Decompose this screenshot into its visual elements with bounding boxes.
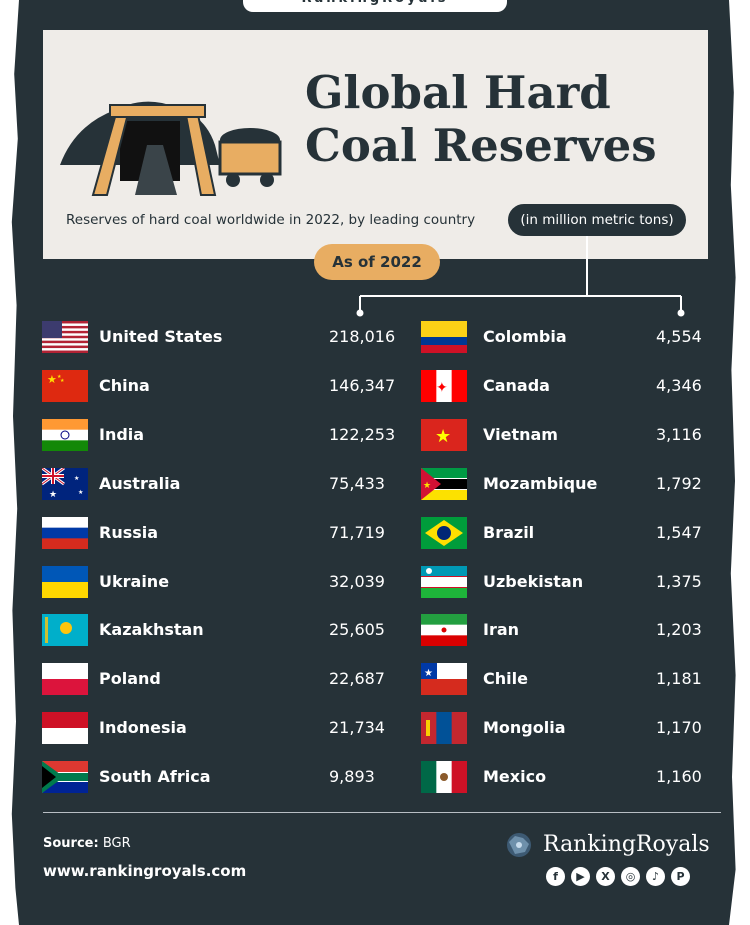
footer-divider <box>43 812 721 813</box>
flag-poland <box>42 663 88 696</box>
flag-chile: ★ <box>421 663 467 696</box>
flag-kazakhstan <box>42 614 88 647</box>
flag-colombia <box>421 321 467 353</box>
country-label: Chile <box>483 669 528 689</box>
svg-text:★: ★ <box>60 378 65 384</box>
mine-track <box>135 145 177 195</box>
country-label: China <box>99 375 150 395</box>
svg-text:★: ★ <box>74 475 79 482</box>
flag-russia <box>42 516 88 549</box>
country-label: Iran <box>483 620 520 640</box>
svg-text:★: ★ <box>57 374 62 380</box>
unit-pill: (in million metric tons) <box>508 204 686 236</box>
country-label: South Africa <box>99 767 211 787</box>
country-label: Australia <box>99 473 181 493</box>
country-label: Russia <box>99 522 159 542</box>
reserve-value: 1,203 <box>656 620 702 640</box>
reserve-value: 9,893 <box>329 767 375 787</box>
flag-australia: ★ ★ ★ <box>42 467 88 500</box>
country-label: Brazil <box>483 522 535 542</box>
flag-brazil <box>421 516 467 549</box>
flag-mongolia <box>421 712 467 745</box>
flag-china: ★ ★ ★ <box>42 369 88 402</box>
reserve-value: 218,016 <box>329 327 396 346</box>
country-label: Ukraine <box>99 571 170 591</box>
reserve-value: 1,547 <box>656 522 702 542</box>
country-label: Vietnam <box>483 424 558 444</box>
reserve-value: 32,039 <box>329 571 385 591</box>
ranking-royals-logo-icon <box>507 833 531 857</box>
cart-wheel <box>260 173 274 187</box>
country-label: Poland <box>99 669 161 689</box>
source-label: Source: <box>43 836 99 851</box>
flag-canada: ✦ <box>421 369 467 402</box>
flag-indonesia <box>42 712 88 745</box>
as-of-pill: As of 2022 <box>314 244 440 280</box>
reserve-value: 1,375 <box>656 571 702 591</box>
reserve-value: 1,792 <box>656 473 702 493</box>
website-link[interactable]: www.rankingroyals.com <box>43 862 247 880</box>
country-label: United States <box>99 327 223 346</box>
x-icon[interactable]: X <box>596 867 615 886</box>
flag-ukraine <box>42 565 88 598</box>
youtube-icon[interactable]: ▶ <box>571 867 590 886</box>
flag-south-africa <box>42 761 88 794</box>
pinterest-icon[interactable]: P <box>671 867 690 886</box>
chart-title: Global Hard Coal Reserves <box>305 66 725 172</box>
svg-text:★: ★ <box>47 373 57 386</box>
flag-uzbekistan <box>421 565 467 598</box>
reserve-value: 122,253 <box>329 424 396 444</box>
source-value: BGR <box>102 836 131 851</box>
source-credit: Source: BGR <box>43 836 131 851</box>
reserve-value: 1,170 <box>656 718 702 738</box>
top-brand-tab: RankingRoyals <box>243 0 507 12</box>
country-label: Kazakhstan <box>99 620 204 640</box>
coal-cart <box>218 140 282 176</box>
reserve-value: 75,433 <box>329 473 385 493</box>
cart-wheel <box>226 173 240 187</box>
svg-text:★: ★ <box>424 668 433 679</box>
country-label: Canada <box>483 375 550 395</box>
brand-name: RankingRoyals <box>543 832 710 857</box>
reserve-value: 25,605 <box>329 620 385 640</box>
facebook-icon[interactable]: f <box>546 867 565 886</box>
country-label: Mozambique <box>483 473 598 493</box>
svg-text:✦: ✦ <box>436 380 448 396</box>
svg-text:★: ★ <box>435 426 451 447</box>
reserve-value: 3,116 <box>656 424 702 444</box>
title-line-1: Global Hard <box>305 66 611 119</box>
reserve-value: 4,346 <box>656 375 702 395</box>
country-label: Mexico <box>483 767 547 787</box>
reserve-value: 146,347 <box>329 375 396 395</box>
flag-iran <box>421 614 467 647</box>
svg-text:★: ★ <box>423 481 431 491</box>
flag-vietnam: ★ <box>421 418 467 451</box>
reserve-value: 4,554 <box>656 327 702 346</box>
coal-mine-illustration <box>60 101 282 196</box>
flag-mozambique: ★ <box>421 467 467 500</box>
country-label: Indonesia <box>99 718 187 738</box>
flag-usa <box>42 321 88 353</box>
unit-connector-lines <box>356 236 685 317</box>
reserve-value: 71,719 <box>329 522 385 542</box>
flag-mexico <box>421 761 467 794</box>
reserve-value: 22,687 <box>329 669 385 689</box>
svg-text:★: ★ <box>78 489 83 496</box>
reserve-value: 1,181 <box>656 669 702 689</box>
instagram-icon[interactable]: ◎ <box>621 867 640 886</box>
country-label: Uzbekistan <box>483 571 584 591</box>
country-label: Mongolia <box>483 718 566 738</box>
reserve-value: 1,160 <box>656 767 702 787</box>
chart-subtitle: Reserves of hard coal worldwide in 2022,… <box>66 212 476 228</box>
title-line-2: Coal Reserves <box>305 119 657 172</box>
mine-beam-top <box>109 104 206 118</box>
flag-india <box>42 418 88 451</box>
tiktok-icon[interactable]: ♪ <box>646 867 665 886</box>
svg-text:★: ★ <box>49 490 57 500</box>
country-label: India <box>99 424 145 444</box>
country-label: Colombia <box>483 327 567 346</box>
reserve-value: 21,734 <box>329 718 385 738</box>
